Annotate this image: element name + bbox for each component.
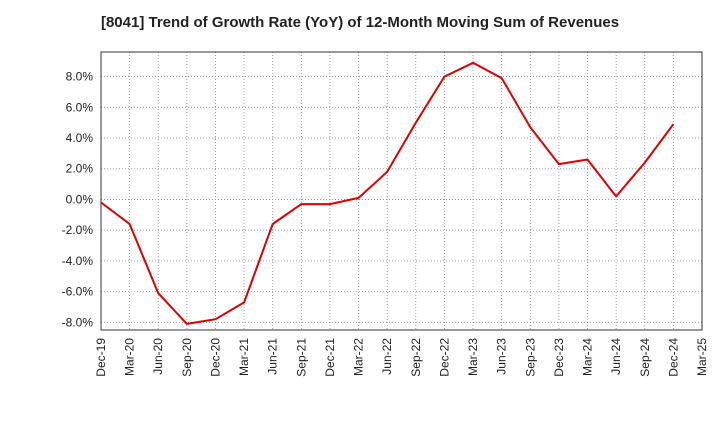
x-tick-label: Dec-24 (666, 338, 680, 377)
x-tick-label: Sep-21 (294, 338, 308, 377)
series-line-growth-rate (100, 61, 675, 325)
y-tick-label: -4.0% (62, 254, 94, 268)
x-tick-label: Dec-19 (94, 338, 108, 377)
x-tick-label: Dec-21 (323, 338, 337, 377)
y-tick-label: 0.0% (66, 192, 94, 206)
x-tick-label: Mar-22 (352, 338, 366, 376)
y-tick-label: 8.0% (66, 70, 94, 84)
y-tick-label: -2.0% (62, 223, 94, 237)
x-tick-label: Mar-20 (123, 338, 137, 376)
x-tick-label: Mar-21 (237, 338, 251, 376)
x-tick-label: Sep-23 (523, 338, 537, 377)
x-tick-label: Dec-23 (552, 338, 566, 377)
y-tick-label: -8.0% (62, 315, 94, 329)
x-tick-label: Sep-24 (638, 338, 652, 377)
plot-frame (100, 51, 703, 331)
x-tick-label: Dec-20 (208, 338, 222, 377)
x-tick-label: Jun-23 (495, 338, 509, 375)
y-tick-label: 2.0% (66, 162, 94, 176)
x-tick-label: Jun-21 (266, 338, 280, 375)
x-tick-label: Mar-25 (695, 338, 709, 376)
y-tick-label: 6.0% (66, 100, 94, 114)
x-tick-label: Mar-24 (581, 338, 595, 376)
x-tick-label: Sep-22 (409, 338, 423, 377)
x-tick-label: Mar-23 (466, 338, 480, 376)
chart-title: [8041] Trend of Growth Rate (YoY) of 12-… (100, 14, 620, 31)
x-tick-label: Jun-20 (151, 338, 165, 375)
x-tick-label: Jun-24 (609, 338, 623, 375)
x-tick-label: Dec-22 (437, 338, 451, 377)
x-tick-label: Jun-22 (380, 338, 394, 375)
x-tick-label: Sep-20 (180, 338, 194, 377)
y-tick-label: -6.0% (62, 285, 94, 299)
y-tick-label: 4.0% (66, 131, 94, 145)
